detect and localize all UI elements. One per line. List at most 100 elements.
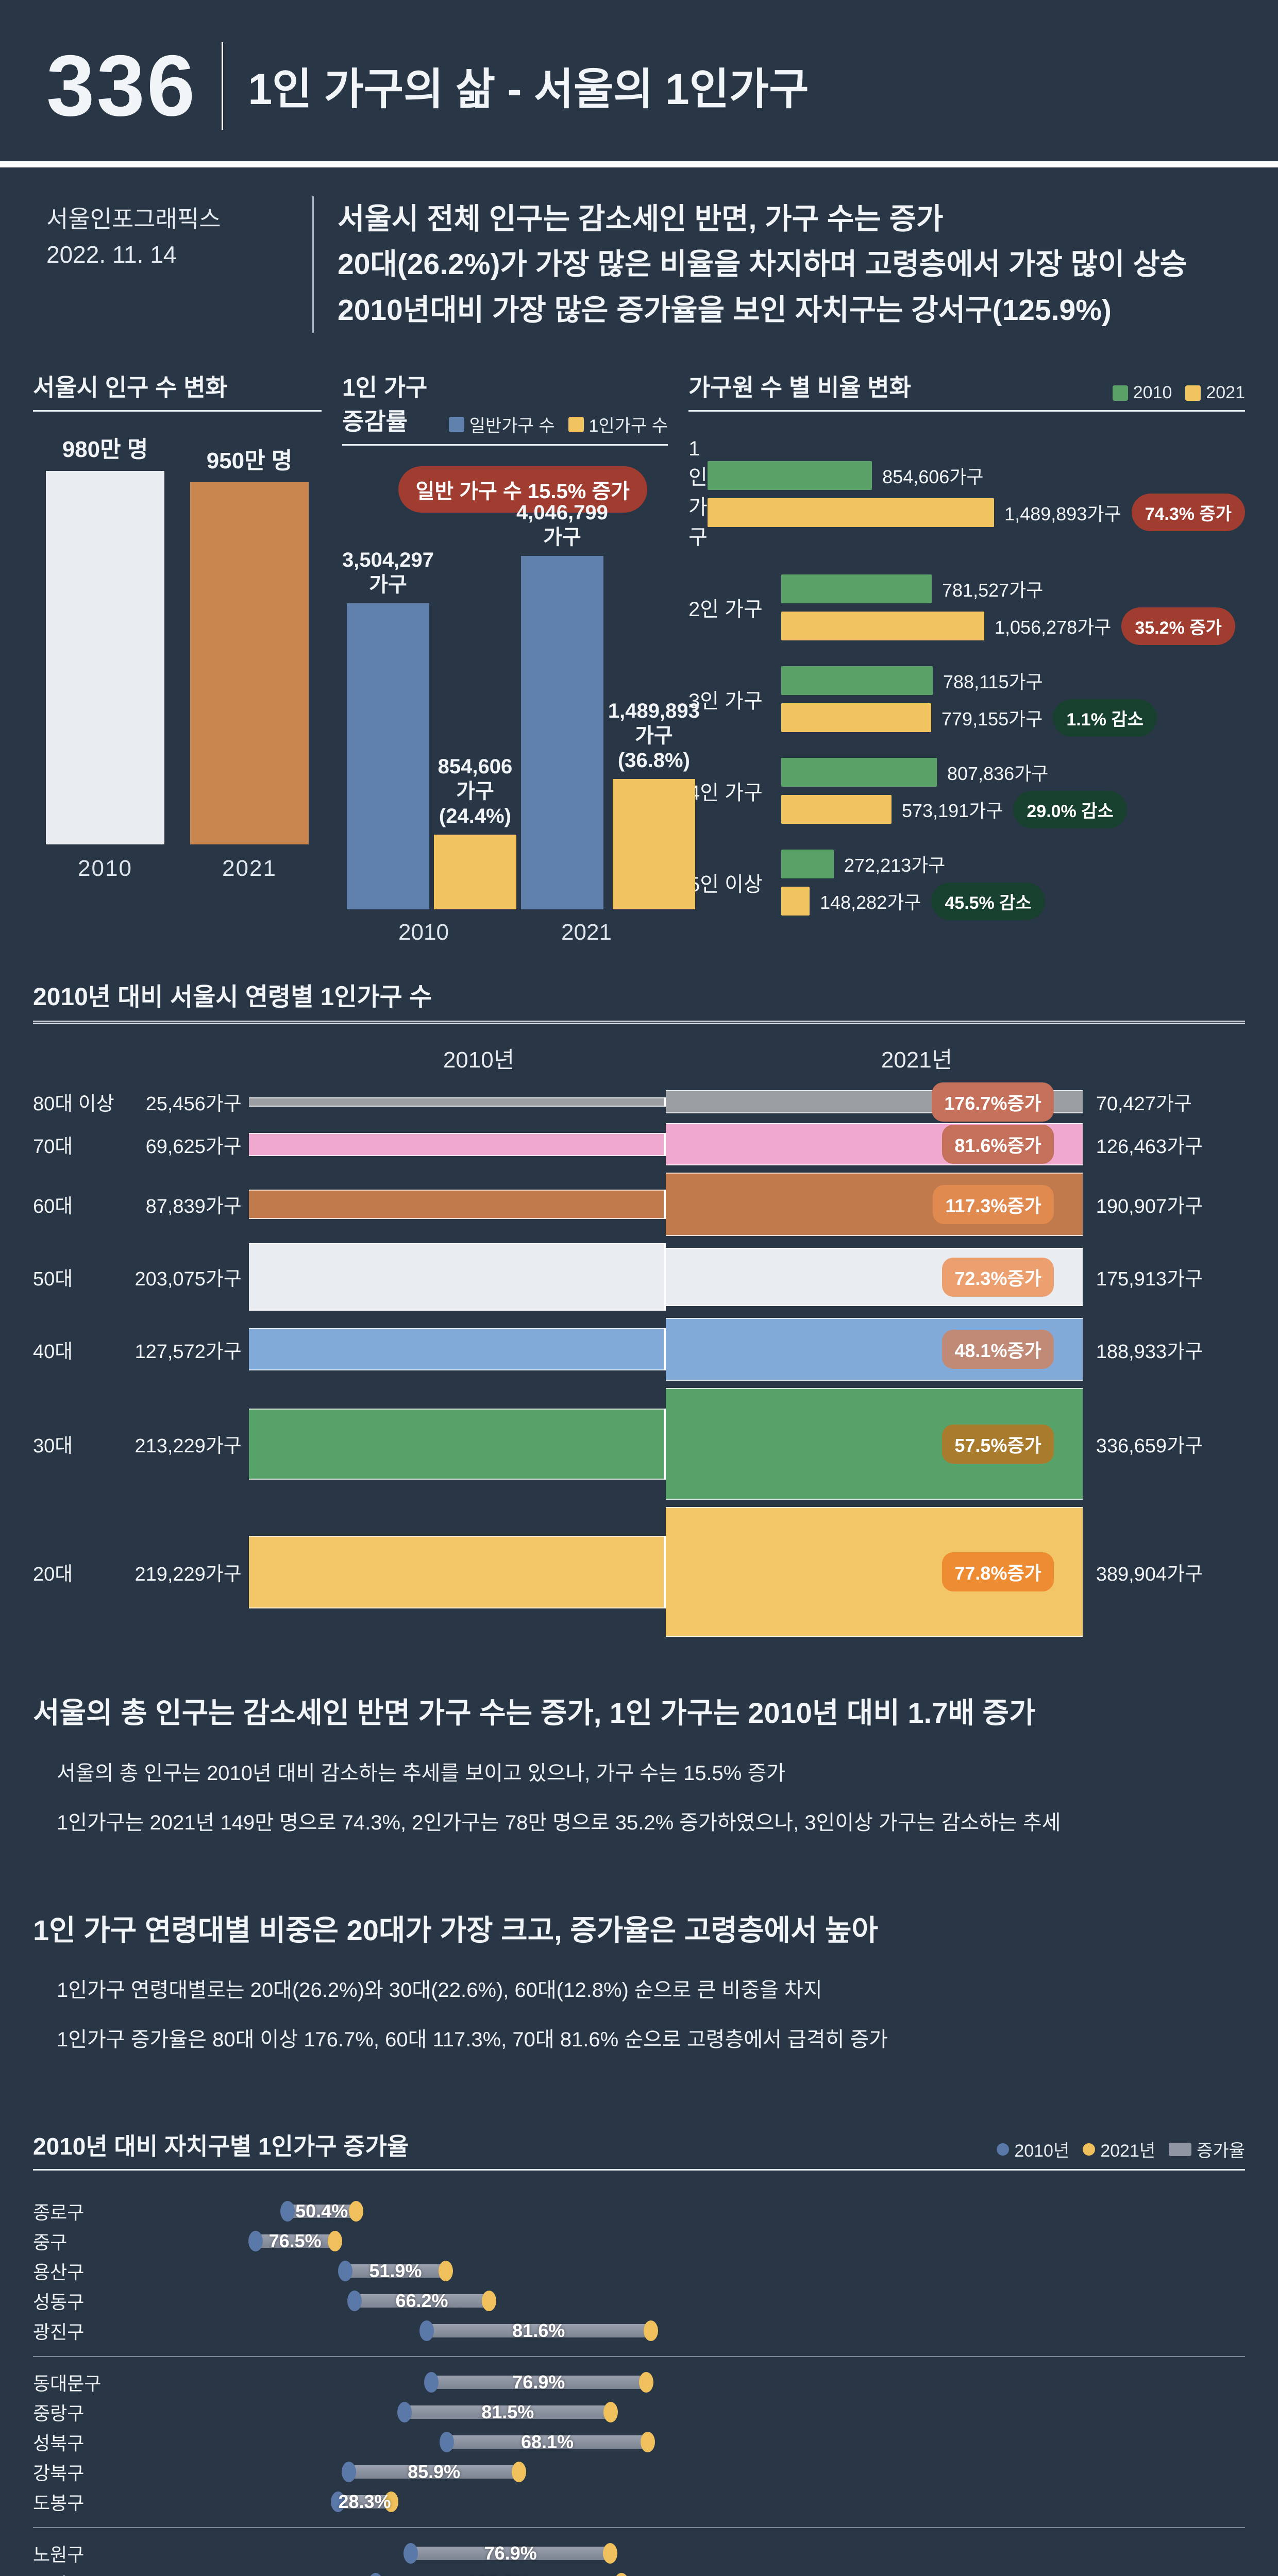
household-bar-column: 854,606가구 (24.4%) <box>433 754 516 910</box>
size-bar-2021-line: 779,155가구 1.1% 감소 <box>781 699 1245 737</box>
age-bar-2010 <box>248 1243 664 1311</box>
household-bar-column: 4,046,799가구 <box>516 500 608 910</box>
dot-2010 <box>280 2201 295 2222</box>
growth-bar <box>255 2234 335 2248</box>
age-value-2021: 190,907가구 <box>1096 1196 1203 1218</box>
brand-name: 서울인포그래픽스 <box>46 206 221 232</box>
district-label: 중랑구 <box>33 2403 85 2425</box>
page-title: 1인 가구의 삶 - 서울의 1인가구 <box>248 65 809 113</box>
insight-section-1: 서울의 총 인구는 감소세인 반면 가구 수는 증가, 1인 가구는 2010년… <box>0 1637 1278 1841</box>
growth-bar <box>345 2264 446 2278</box>
legend-swatch <box>1083 2143 1096 2156</box>
size-row-label: 4인 가구 <box>688 782 763 805</box>
age-value-2021: 175,913가구 <box>1096 1268 1203 1291</box>
growth-bar <box>338 2495 391 2509</box>
population-years: 2010 2021 <box>33 844 322 882</box>
district-label: 도봉구 <box>33 2493 85 2514</box>
size-row-label: 2인 가구 <box>688 598 763 621</box>
age-label-block: 50대 203,075가구 <box>33 1263 249 1291</box>
size-bar-2010-line: 854,606가구 <box>708 460 1245 492</box>
population-year-label: 2010 <box>78 856 132 882</box>
dot-2021 <box>481 2291 496 2312</box>
age-row: 40대 127,572가구 48.1%증가 188,933가구 <box>33 1318 1245 1381</box>
household-bar <box>612 779 695 910</box>
insight-bullets: 서울의 총 인구는 2010년 대비 감소하는 추세를 보이고 있으나, 가구 … <box>33 1755 1245 1841</box>
district-plot: 66.2% <box>152 2286 1245 2316</box>
size-bar-2010 <box>781 666 933 696</box>
dot-2010 <box>403 2543 418 2564</box>
size-change-badge: 1.1% 감소 <box>1053 699 1157 737</box>
growth-bar <box>287 2205 356 2218</box>
age-change-badge: 81.6%증가 <box>942 1125 1054 1164</box>
household-chart-panel: 1인 가구 증감률 일반가구 수 1인가구 수 일반 가구 수 15.5% 증가 3… <box>342 369 700 945</box>
age-value-2021: 126,463가구 <box>1096 1136 1203 1158</box>
size-value-2010: 781,527가구 <box>942 580 1044 601</box>
age-group-label: 70대 <box>33 1136 73 1158</box>
household-chart-title: 1인 가구 증감률 일반가구 수 1인가구 수 <box>342 369 668 446</box>
dot-2021 <box>643 2320 658 2342</box>
issue-number: 336 <box>46 37 197 134</box>
age-chart-title: 2010년 대비 서울시 연령별 1인가구 수 <box>33 976 1245 1024</box>
growth-percent: 76.5% <box>268 2230 322 2252</box>
size-row: 5인 이상 272,213가구 148,282가구 45.5% 감소 <box>688 848 1245 920</box>
district-row: 중랑구 81.5% <box>33 2397 1245 2427</box>
legend-swatch <box>568 416 584 432</box>
summary-line: 서울시 전체 인구는 감소세인 반면, 가구 수는 증가 <box>338 202 944 235</box>
summary-divider <box>312 196 314 333</box>
age-value-2021: 336,659가구 <box>1096 1435 1203 1458</box>
dot-2010 <box>439 2432 454 2453</box>
insight-bullet: 1인가구는 2021년 149만 명으로 74.3%, 2인가구는 78만 명으… <box>57 1811 1061 1834</box>
dot-2010 <box>419 2320 434 2342</box>
size-bar-2021-line: 573,191가구 29.0% 감소 <box>781 790 1245 828</box>
age-change-badge: 57.5%증가 <box>942 1424 1054 1464</box>
dot-2021 <box>641 2432 655 2453</box>
age-bar-2021: 176.7%증가 <box>665 1082 1083 1122</box>
age-value-2010: 219,229가구 <box>134 1563 242 1585</box>
dot-2021 <box>438 2261 453 2282</box>
legend-item: 2010 <box>1112 383 1172 403</box>
district-growth-title: 2010년 대비 자치구별 1인가구 증가율 2010년 2021년 증가율 <box>33 2128 1245 2171</box>
age-group-label: 50대 <box>33 1268 73 1291</box>
district-plot: 50.4% <box>152 2196 1245 2226</box>
age-row: 70대 69,625가구 81.6%증가 126,463가구 <box>33 1123 1245 1166</box>
dot-2021 <box>383 2492 398 2513</box>
header: 336 1인 가구의 삶 - 서울의 1인가구 <box>0 0 1278 156</box>
age-value-2010: 213,229가구 <box>134 1435 242 1458</box>
size-row-bars: 807,836가구 573,191가구 29.0% 감소 <box>781 756 1245 828</box>
growth-percent: 28.3% <box>338 2491 391 2513</box>
age-row: 50대 203,075가구 72.3%증가 175,913가구 <box>33 1243 1245 1311</box>
age-bar-2021-area: 117.3%증가 <box>665 1173 1083 1236</box>
growth-bar <box>446 2435 648 2449</box>
district-plot: 76.9% <box>152 2538 1245 2568</box>
district-label: 은평구 <box>33 2570 152 2576</box>
age-row: 20대 219,229가구 77.8%증가 389,904가구 <box>33 1507 1245 1637</box>
district-plot: 85.9% <box>152 2457 1245 2487</box>
district-label: 종로구 <box>33 2202 85 2224</box>
dot-2010 <box>342 2462 357 2483</box>
size-rows: 1인 가구 854,606가구 1,489,893가구 74.3% 증가 2인 가구 78… <box>688 412 1245 920</box>
size-value-2021: 1,056,278가구 <box>995 617 1112 638</box>
legend-label: 2010 <box>1133 383 1172 403</box>
age-change-badge: 176.7%증가 <box>932 1082 1054 1122</box>
age-change-badge: 72.3%증가 <box>942 1257 1054 1297</box>
age-rows: 80대 이상 25,456가구 176.7%증가 70,427가구 70대 69,625가… <box>33 1082 1245 1637</box>
age-value-2010: 69,625가구 <box>145 1136 242 1158</box>
age-change-badge: 48.1%증가 <box>942 1330 1054 1369</box>
size-bar-2010-line: 781,527가구 <box>781 573 1245 605</box>
district-row: 강북구 85.9% <box>33 2457 1245 2487</box>
age-change-badge: 77.8%증가 <box>942 1552 1054 1592</box>
size-change-badge: 29.0% 감소 <box>1013 790 1127 828</box>
district-growth-rows: 종로구 50.4% 중구 76.5% 용산구 51.9% 성동구 66.2% 광진구 81.6% 동… <box>33 2186 1245 2576</box>
household-bar-group: 4,046,799가구 1,489,893가구 (36.8%) <box>516 500 700 910</box>
age-bar-2021-area: 48.1%증가 <box>665 1318 1083 1381</box>
district-label: 노원구 <box>33 2544 85 2566</box>
household-bar-value: 4,046,799가구 <box>516 501 608 549</box>
age-bar-2010-area <box>248 1408 666 1480</box>
household-year-label: 2021 <box>561 920 612 945</box>
household-chart-title-text: 1인 가구 증감률 <box>342 374 428 435</box>
age-label-block: 60대 87,839가구 <box>33 1190 249 1218</box>
size-legend: 2010 2021 <box>1112 383 1245 403</box>
summary-header: 서울인포그래픽스 2022. 11. 14 서울시 전체 인구는 감소세인 반면… <box>0 167 1278 353</box>
size-bar-2021-line: 1,489,893가구 74.3% 증가 <box>708 494 1245 532</box>
